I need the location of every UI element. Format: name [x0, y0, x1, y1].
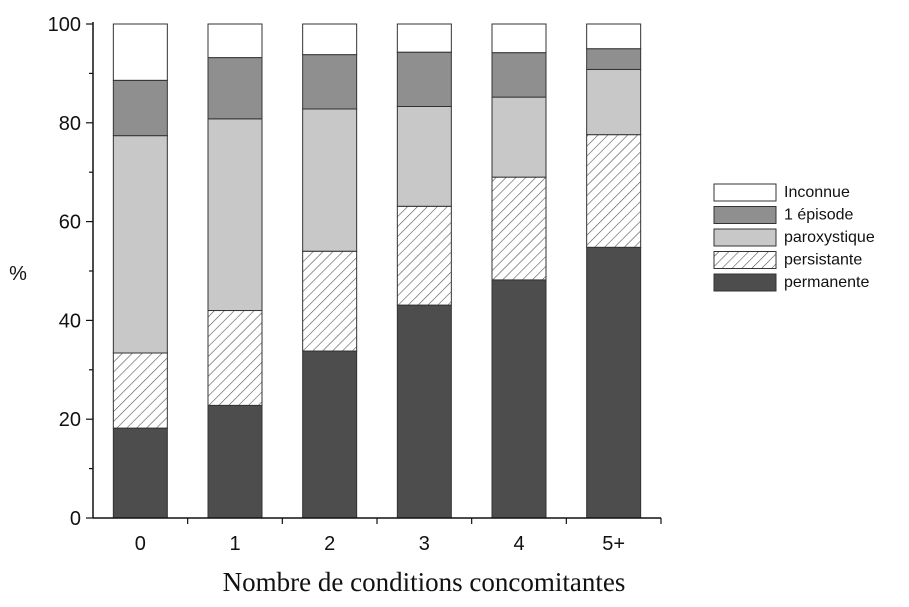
bar-persistante-4	[491, 176, 547, 281]
y-tick-label: 20	[59, 409, 81, 431]
bars-group	[112, 23, 642, 519]
bar-1-pisode-0	[112, 79, 168, 137]
legend-label-paroxystique: paroxystique	[784, 229, 875, 246]
bar-permanente-3	[396, 304, 452, 519]
x-tick-label: 3	[419, 533, 430, 555]
bar-1-pisode-5	[586, 48, 642, 70]
bar-inconnue-5	[586, 23, 642, 50]
bar-permanente-0	[112, 427, 168, 519]
bar-paroxystique-2	[302, 108, 358, 252]
legend: Inconnue 1 épisode paroxystique persistante…	[713, 183, 875, 292]
bar-paroxystique-0	[112, 135, 168, 354]
legend-label-1-pisode: 1 épisode	[784, 207, 853, 224]
bar-inconnue-4	[491, 23, 547, 54]
legend-label-persistante: persistante	[784, 252, 862, 269]
bar-inconnue-1	[207, 23, 263, 59]
bar-persistante-5	[586, 134, 642, 248]
y-tick-label: 100	[48, 14, 81, 36]
bar-paroxystique-1	[207, 118, 263, 312]
legend-swatch-inconnue	[713, 183, 777, 202]
bar-permanente-5	[586, 246, 642, 519]
legend-label-permanente: permanente	[784, 274, 869, 291]
bar-permanente-2	[302, 350, 358, 519]
y-tick-label: 40	[59, 310, 81, 332]
legend-swatch-paroxystique	[713, 228, 777, 247]
y-axis-label: %	[9, 263, 27, 285]
bar-1-pisode-4	[491, 52, 547, 98]
bar-inconnue-2	[302, 23, 358, 56]
x-axis-label: Nombre de conditions concomitantes	[223, 567, 626, 597]
bar-persistante-1	[207, 310, 263, 406]
bar-persistante-3	[396, 205, 452, 306]
bar-1-pisode-1	[207, 57, 263, 120]
y-tick-label: 80	[59, 113, 81, 135]
legend-label-inconnue: Inconnue	[784, 184, 850, 201]
bar-permanente-4	[491, 279, 547, 519]
axes-group: 0 20 40 60 80 100 0 1 2 3 4 5+	[48, 14, 662, 555]
bar-paroxystique-5	[586, 68, 642, 136]
bar-inconnue-3	[396, 23, 452, 53]
x-tick-label: 4	[513, 533, 524, 555]
x-tick-label: 5+	[602, 533, 625, 555]
x-tick-label: 0	[135, 533, 146, 555]
bar-inconnue-0	[112, 23, 168, 81]
bar-paroxystique-4	[491, 96, 547, 178]
bar-1-pisode-2	[302, 54, 358, 110]
legend-swatch-permanente	[713, 273, 777, 292]
bar-persistante-0	[112, 352, 168, 429]
x-tick-label: 1	[229, 533, 240, 555]
y-tick-label: 60	[59, 212, 81, 234]
bar-paroxystique-3	[396, 105, 452, 207]
bar-permanente-1	[207, 404, 263, 519]
legend-swatch-1-pisode	[713, 206, 777, 224]
legend-swatch-persistante	[713, 251, 777, 269]
x-tick-label: 2	[324, 533, 335, 555]
y-tick-label: 0	[70, 508, 81, 530]
bar-persistante-2	[302, 250, 358, 352]
bar-1-pisode-3	[396, 51, 452, 107]
